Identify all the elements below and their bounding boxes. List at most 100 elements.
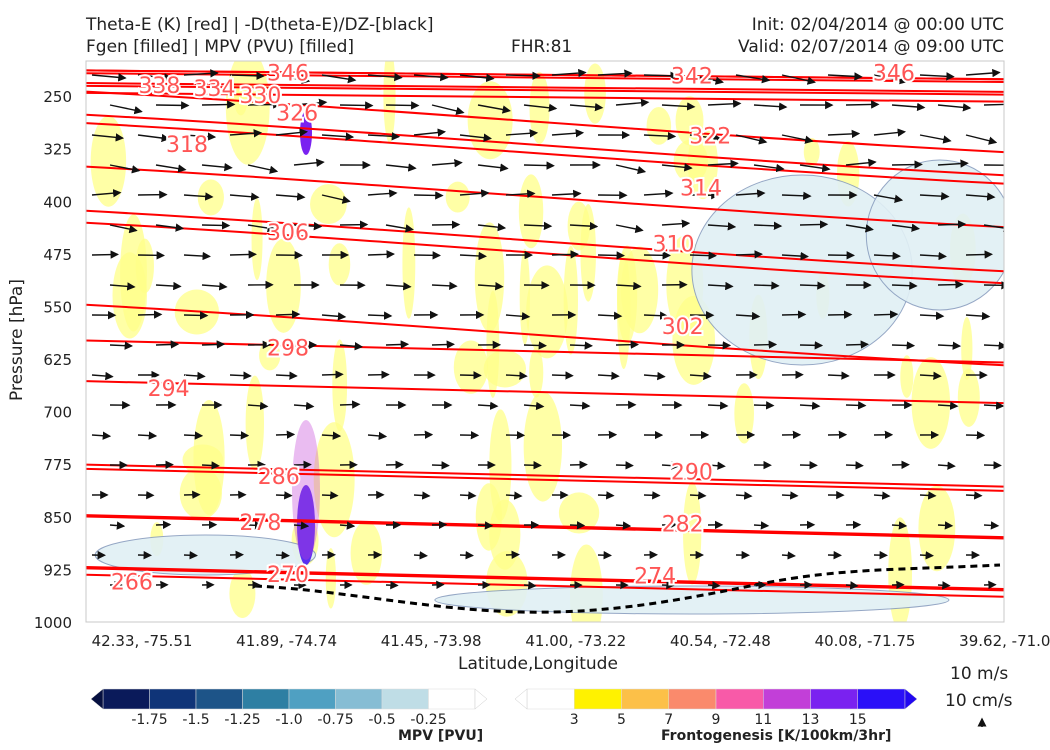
fgen-blob [523,391,562,502]
theta-e-contour [86,82,1004,93]
theta-e-contour-label: 294 [148,377,190,402]
fgen-colorbar-segment [668,688,717,710]
fgen-blob [558,492,600,534]
wind-vector [827,72,863,81]
wind-vector [643,71,679,80]
wind-vector [597,69,633,78]
wind-vector [385,340,410,349]
wind-vector [735,491,753,500]
fgen-blob [526,265,568,359]
theta-e-contour [86,567,1004,592]
wind-vector [845,401,867,410]
wind-vector [781,251,809,261]
wind-vector [799,164,831,173]
wind-vector [523,401,545,411]
fgen-region [292,420,320,560]
wind-vector [367,311,393,320]
mpv-colorbar-tick: -1.25 [224,712,260,728]
wind-vector [643,491,661,500]
wind-vector [873,74,909,85]
plot-frame [85,60,1005,623]
wind-vector [505,491,523,500]
freezing-line-layer [254,563,1001,614]
mpv-colorbar-segment [195,688,243,710]
fgen-colorbar-tick: 3 [570,712,579,728]
wind-vector [201,461,220,470]
mpv-colorbar-tick: -0.5 [368,712,395,728]
wind-vector [735,189,766,198]
wind-vector [91,371,114,381]
theta-e-contour-label: 326 [276,102,318,127]
wind-vector [183,311,209,320]
wind-vector [385,101,420,110]
wind-vector [781,74,816,85]
fgen-colorbar-extend-high [904,688,918,710]
wind-vector [707,159,739,168]
wind-vector [385,224,414,233]
fgen-blob [383,61,396,143]
wind-vector [431,104,465,115]
wind-vector [799,401,821,410]
wind-vector [247,164,279,174]
wind-vector [229,431,250,440]
wind-vector [431,281,458,291]
wind-vector [983,103,1004,106]
wind-vector [109,341,134,350]
mpv-colorbar-extend-high [474,688,488,710]
wind-vector [891,281,918,290]
wind-vector [431,158,463,168]
wind-vector [845,158,877,167]
theta-e-contour [86,467,1004,492]
wind-vector [735,250,763,259]
wind-vector [413,72,449,82]
fgen-colorbar-tick: 15 [849,712,867,728]
wind-vector [183,551,198,560]
fgen-blob [803,138,820,167]
wind-vector [919,72,955,81]
theta-e-contour-label: 346 [873,62,915,87]
wind-vector [293,521,310,530]
fgen-colorbar-tick: 5 [617,712,626,728]
wind-vector [431,461,450,470]
wind-vector [615,98,650,108]
wind-vector [569,401,591,410]
wind-vector [965,250,993,259]
wind-vector [873,128,907,137]
wind-vector [827,129,861,139]
wind-vector [413,128,447,137]
wind-vector [183,132,217,141]
x-tick-label: 41.45, -73.98 [381,632,482,650]
wind-vector [201,282,228,291]
wind-vector [137,310,163,319]
wind-vector [551,129,585,138]
wind-vector [569,102,604,112]
wind-vector [367,189,398,198]
wind-vector [753,340,778,349]
wind-vector [505,312,531,321]
wind-vector [321,491,339,500]
wind-vector [753,102,788,111]
fgen-colorbar-extend-low [514,688,528,710]
wind-vector [937,521,954,530]
mpv-colorbar-segment [335,688,383,710]
wind-vector [91,250,119,259]
wind-vector [505,371,528,380]
title-line-2: Fgen [filled] | MPV (PVU) [filled] [86,37,355,57]
theta-e-contour [86,380,1004,405]
wind-vector [321,312,347,321]
fgen-colorbar-segment [857,688,906,710]
theta-e-contour [86,90,1004,154]
wind-vector [799,281,826,290]
wind-vector [735,74,771,84]
mpv-colorbar-segment [149,688,197,710]
y-tick-label: 400 [43,193,72,211]
y-tick-label: 475 [43,246,72,264]
fgen-colorbar-segment [810,688,858,710]
fgen-blob [900,355,914,398]
wind-vector [781,491,799,500]
fgen-blob [332,339,348,432]
wind-vector [275,491,293,500]
wind-vector [459,491,477,500]
wind-vector [275,310,301,319]
wind-vector [321,74,357,84]
